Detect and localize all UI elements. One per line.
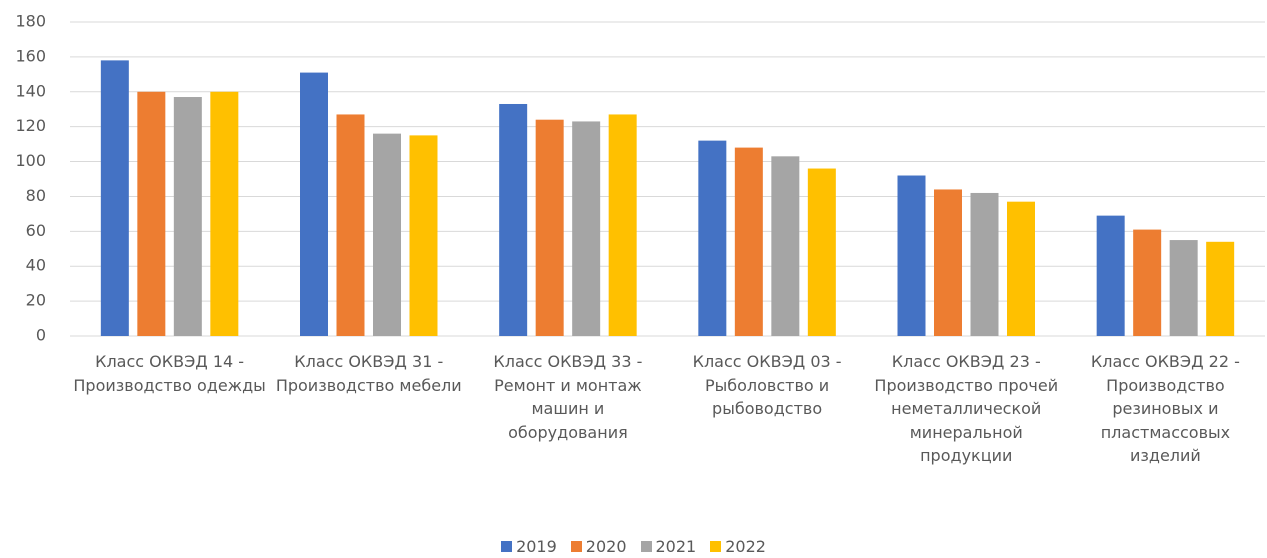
bar <box>970 192 999 336</box>
bar <box>698 140 727 336</box>
bar <box>535 119 564 336</box>
bar <box>1169 240 1198 336</box>
y-tick-label: 160 <box>15 46 46 65</box>
x-tick-label: Класс ОКВЭД 23 - Производство прочей нем… <box>874 352 1059 465</box>
bar <box>100 60 129 336</box>
bar <box>373 133 401 336</box>
x-tick-label: Класс ОКВЭД 33 - Ремонт и монтаж машин и… <box>493 352 643 442</box>
bar <box>137 91 166 337</box>
x-tick-label: Класс ОКВЭД 22 - Производство резиновых … <box>1090 352 1240 465</box>
bar <box>934 189 962 336</box>
y-tick-label: 20 <box>26 291 46 310</box>
bar <box>1096 215 1125 336</box>
bar <box>336 114 365 336</box>
bar <box>807 168 836 336</box>
bar <box>210 91 239 337</box>
bar <box>300 72 328 336</box>
legend-item: 2022 <box>710 537 766 556</box>
bar <box>173 97 202 336</box>
y-tick-label: 120 <box>15 116 46 135</box>
legend-label: 2021 <box>655 537 697 556</box>
y-tick-label: 100 <box>15 151 46 170</box>
y-tick-label: 60 <box>26 221 46 240</box>
legend-item: 2020 <box>570 537 627 556</box>
bar <box>409 135 438 336</box>
y-tick-label: 80 <box>26 186 46 205</box>
x-tick-label: Класс ОКВЭД 03 - Рыболовство и рыбоводст… <box>692 352 842 418</box>
bar <box>1133 229 1162 336</box>
y-tick-label: 0 <box>36 326 46 345</box>
legend-item: 2021 <box>640 537 697 556</box>
legend: 2019 2020 2021 2022 <box>0 537 1267 556</box>
legend-swatch <box>570 541 582 552</box>
x-tick-label: Класс ОКВЭД 14 - Производство одежды <box>73 352 266 395</box>
legend-label: 2019 <box>516 537 557 556</box>
bar <box>572 121 601 336</box>
bar <box>1206 241 1235 336</box>
bar <box>499 103 528 336</box>
legend-label: 2022 <box>725 537 766 556</box>
bar <box>897 175 926 336</box>
legend-swatch <box>640 541 652 552</box>
x-tick-label: Класс ОКВЭД 31 - Производство мебели <box>275 352 462 395</box>
y-tick-label: 140 <box>15 81 46 100</box>
y-tick-label: 180 <box>15 12 46 31</box>
y-tick-label: 40 <box>26 256 46 275</box>
bar <box>608 114 637 336</box>
bar <box>771 156 800 336</box>
legend-label: 2020 <box>585 537 627 556</box>
legend-swatch <box>501 541 513 552</box>
bar <box>1007 201 1035 336</box>
legend-item: 2019 <box>501 537 557 556</box>
bar <box>734 147 763 336</box>
legend-swatch <box>710 541 722 552</box>
